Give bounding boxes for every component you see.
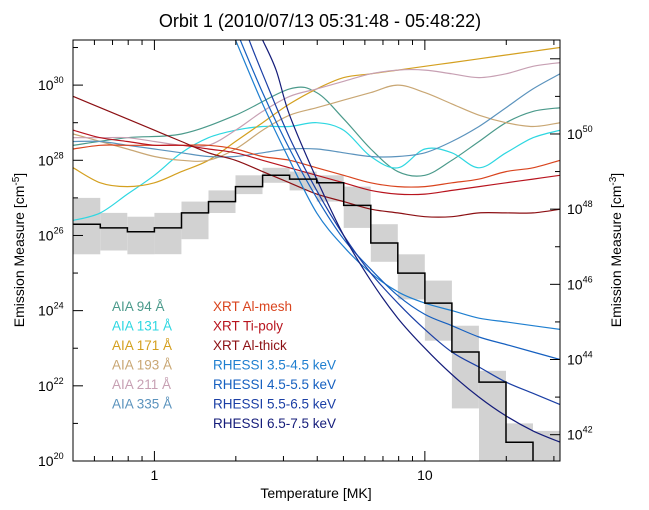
plot-area xyxy=(73,40,560,461)
left-y-tick-label: 1020 xyxy=(38,451,64,469)
x-tick-labels: 1 10 xyxy=(151,467,433,483)
legend-entry: XRT Al-thick xyxy=(213,338,287,353)
left-y-tick-label: 1026 xyxy=(38,226,64,244)
legend-entry: XRT Al-mesh xyxy=(213,299,292,314)
left-y-tick-label: 1024 xyxy=(38,301,64,319)
dem-error-box xyxy=(73,197,101,255)
legend-entry: AIA 94 Å xyxy=(112,299,165,314)
dem-error-box xyxy=(424,280,452,341)
dem-error-box xyxy=(451,325,479,409)
x-tick-label: 10 xyxy=(417,467,433,483)
dem-error-box xyxy=(343,186,371,228)
dem-error-boxes xyxy=(73,167,560,461)
dem-error-box xyxy=(533,430,560,461)
left-y-axis-label: Emission Measure [cm-5] xyxy=(11,173,27,327)
legend-entry: AIA 171 Å xyxy=(112,338,172,353)
right-y-tick-label: 1046 xyxy=(567,274,593,292)
right-y-axis-label: Emission Measure [cm-3] xyxy=(608,173,624,327)
right-y-tick-label: 1044 xyxy=(567,350,593,368)
legend-entry: RHESSI 3.5-4.5 keV xyxy=(213,358,336,373)
dem-error-box xyxy=(181,201,209,240)
dem-error-box xyxy=(397,254,425,300)
chart-title: Orbit 1 (2010/07/13 05:31:48 - 05:48:22) xyxy=(159,11,481,31)
left-y-tick-labels: 1020 1022 1024 1026 1028 1030 xyxy=(38,75,64,469)
plot-frame xyxy=(72,39,561,462)
legend-entry: AIA 193 Å xyxy=(112,358,172,373)
legend-entry: XRT Ti-poly xyxy=(213,319,283,334)
dem-histogram xyxy=(73,174,534,461)
series-line-8 xyxy=(73,95,560,218)
legend-xrt-rhessi: XRT Al-mesh XRT Ti-poly XRT Al-thick RHESSI… xyxy=(213,299,336,431)
dem-error-box xyxy=(127,216,155,255)
legend-entry: AIA 335 Å xyxy=(112,397,172,412)
dem-error-box xyxy=(235,175,263,195)
legend-entry: AIA 211 Å xyxy=(112,377,171,392)
left-y-tick-label: 1028 xyxy=(38,150,64,168)
left-y-tick-label: 1030 xyxy=(38,75,64,93)
legend-entry: RHESSI 5.5-6.5 keV xyxy=(213,397,336,412)
series-line-10 xyxy=(239,40,560,361)
axis-ticks xyxy=(72,40,560,462)
legend-entry: RHESSI 4.5-5.5 keV xyxy=(213,377,336,392)
right-y-tick-label: 1042 xyxy=(567,425,593,443)
dem-error-box xyxy=(154,212,182,255)
right-y-tick-label: 1048 xyxy=(567,199,593,217)
legend-entry: RHESSI 6.5-7.5 keV xyxy=(213,416,336,431)
right-y-tick-label: 1050 xyxy=(567,124,593,142)
series-line-1 xyxy=(73,122,560,221)
x-tick-label: 1 xyxy=(151,467,159,483)
dem-error-box xyxy=(100,212,128,251)
series-line-4 xyxy=(73,62,560,148)
series-line-3 xyxy=(73,84,560,162)
right-y-tick-labels: 1042 1044 1046 1048 1050 xyxy=(567,124,593,443)
series-line-7 xyxy=(73,129,560,196)
series-line-0 xyxy=(73,86,560,177)
left-y-tick-label: 1022 xyxy=(38,376,64,394)
dem-error-box xyxy=(479,370,506,461)
x-axis-label: Temperature [MK] xyxy=(260,485,371,501)
series-line-9 xyxy=(234,40,560,330)
series-line-5 xyxy=(73,73,560,158)
legend-aia: AIA 94 Å AIA 131 Å AIA 171 Å AIA 193 Å AIA 2… xyxy=(112,299,172,412)
legend-entry: AIA 131 Å xyxy=(112,319,172,334)
